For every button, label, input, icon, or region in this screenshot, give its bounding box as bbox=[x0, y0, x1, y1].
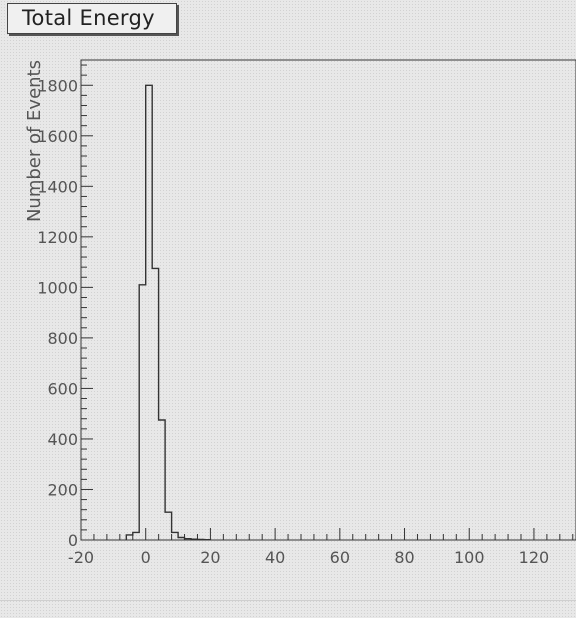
y-tick-label: 800 bbox=[47, 329, 78, 348]
y-tick-label: 600 bbox=[47, 379, 78, 398]
x-tick-label: 20 bbox=[200, 548, 220, 567]
y-tick-label: 400 bbox=[47, 430, 78, 449]
y-tick-label: 1000 bbox=[37, 278, 78, 297]
status-divider bbox=[0, 600, 576, 601]
x-tick-label: 60 bbox=[330, 548, 350, 567]
y-tick-label: 200 bbox=[47, 480, 78, 499]
y-axis-label: Number of Events bbox=[24, 60, 45, 222]
axis-ticks bbox=[80, 64, 574, 541]
y-tick-label: 1600 bbox=[37, 127, 78, 146]
x-tick-label: -20 bbox=[68, 548, 94, 567]
x-tick-label: 100 bbox=[454, 548, 485, 567]
histogram-line bbox=[125, 84, 212, 541]
y-tick-label: 1800 bbox=[37, 76, 78, 95]
y-tick-labels: 0 200 400 600 800 1000 1200 1400 1600 1800 bbox=[37, 76, 78, 550]
x-tick-label: 80 bbox=[394, 548, 414, 567]
chart-title: Total Energy bbox=[7, 3, 177, 34]
y-tick-label: 0 bbox=[68, 531, 78, 550]
y-tick-label: 1400 bbox=[37, 177, 78, 196]
y-tick-label: 1200 bbox=[37, 228, 78, 247]
plot-frame bbox=[80, 59, 576, 541]
x-tick-labels: -20 0 20 40 60 80 100 120 bbox=[68, 548, 549, 567]
x-tick-label: 0 bbox=[141, 548, 151, 567]
x-tick-label: 120 bbox=[519, 548, 550, 567]
x-tick-label: 40 bbox=[265, 548, 285, 567]
